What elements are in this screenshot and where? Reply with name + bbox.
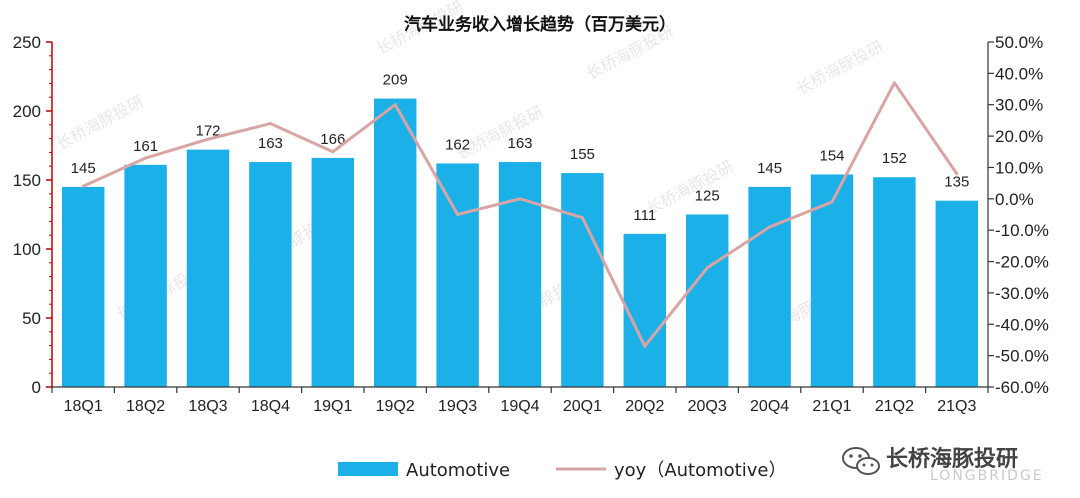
bar-data-label: 163 — [507, 135, 532, 152]
x-tick-label: 19Q1 — [313, 398, 352, 415]
yoy-point — [144, 156, 148, 160]
bar-data-label: 162 — [445, 136, 470, 153]
legend-label-automotive: Automotive — [406, 460, 510, 481]
bar — [373, 98, 417, 387]
y-right-tick-label: -20.0% — [995, 253, 1049, 272]
legend-label-yoy: yoy（Automotive） — [614, 460, 786, 481]
yoy-point — [830, 200, 834, 204]
y-left-tick-label: 200 — [13, 102, 41, 121]
bar — [249, 162, 292, 387]
x-tick-label: 21Q2 — [875, 398, 914, 415]
yoy-point — [456, 213, 460, 216]
yoy-line-series — [81, 81, 959, 348]
yoy-point — [705, 266, 709, 270]
watermark-text: 长桥海豚投研 — [793, 37, 887, 99]
bar-data-label: 125 — [695, 188, 720, 205]
x-tick-label: 19Q4 — [500, 398, 539, 415]
yoy-point — [892, 81, 896, 85]
bar-data-label: 152 — [882, 150, 907, 167]
y-right-tick-label: -50.0% — [995, 347, 1049, 366]
y-right-tick-label: 30.0% — [995, 96, 1043, 115]
bar-data-label: 154 — [819, 147, 844, 164]
bar — [810, 174, 854, 387]
brand-subtitle: LONGBRIDGE — [930, 468, 1044, 484]
legend-swatch-automotive — [338, 462, 398, 476]
yoy-point — [268, 122, 272, 126]
watermark-text: 长桥海豚投研 — [453, 102, 547, 164]
y-right-tick-label: -10.0% — [995, 221, 1049, 240]
yoy-point — [955, 172, 959, 176]
y-right-tick-label: 50.0% — [995, 33, 1043, 52]
y-right-tick-label: -60.0% — [995, 378, 1049, 397]
yoy-point — [518, 197, 522, 201]
y-left-tick-label: 150 — [13, 171, 41, 190]
yoy-point — [393, 103, 397, 107]
y-right-tick-label: -40.0% — [995, 315, 1049, 334]
bar — [748, 186, 791, 387]
y-right-tick-label: 40.0% — [995, 64, 1043, 83]
bar — [311, 157, 355, 387]
bar — [498, 162, 542, 387]
x-tick-label: 21Q1 — [812, 398, 851, 415]
y-right-tick-label: -30.0% — [995, 284, 1049, 303]
wechat-icon — [842, 447, 880, 475]
legend: Automotive yoy（Automotive） — [338, 460, 786, 481]
bar-data-label: 166 — [320, 131, 345, 148]
x-tick-label: 19Q3 — [438, 398, 477, 415]
y-right-tick-label: 10.0% — [995, 158, 1043, 177]
x-tick-label: 19Q2 — [376, 398, 415, 415]
yoy-point — [643, 344, 647, 348]
y-left-tick-label: 250 — [13, 33, 41, 52]
x-tick-label: 20Q2 — [625, 398, 664, 415]
bar — [436, 163, 479, 387]
chart-title: 汽车业务收入增长趋势（百万美元） — [404, 14, 676, 35]
x-tick-label: 20Q3 — [688, 398, 727, 415]
bar-data-label: 111 — [633, 207, 656, 224]
bar-data-label: 209 — [383, 72, 408, 89]
bar — [685, 214, 729, 387]
y-right-tick-label: 20.0% — [995, 127, 1043, 146]
watermark-text: 长桥海豚投研 — [643, 157, 737, 219]
bar — [935, 200, 979, 387]
bar-data-label: 155 — [570, 146, 595, 163]
yoy-point — [331, 150, 335, 154]
x-tick-label: 20Q4 — [750, 398, 789, 415]
y-left-tick-label: 0 — [32, 378, 41, 397]
bar-data-label: 145 — [757, 160, 782, 177]
yoy-point — [768, 225, 772, 229]
x-tick-label: 18Q2 — [126, 398, 165, 415]
bar — [124, 164, 167, 387]
x-tick-label: 18Q1 — [64, 398, 103, 415]
bar-data-label: 145 — [71, 160, 96, 177]
y-right-tick-label: 0.0% — [995, 190, 1034, 209]
x-tick-label: 18Q4 — [251, 398, 290, 415]
bar-data-label: 172 — [195, 123, 220, 140]
x-tick-label: 18Q3 — [188, 398, 227, 415]
brand-logo: 长桥海豚投研 LONGBRIDGE — [842, 446, 1044, 484]
bar-data-label: 163 — [258, 135, 283, 152]
x-tick-label: 20Q1 — [563, 398, 602, 415]
bar-data-label: 161 — [133, 138, 158, 155]
y-left-tick-label: 100 — [13, 240, 41, 259]
x-tick-label: 21Q3 — [937, 398, 976, 415]
bar — [186, 149, 230, 387]
yoy-point — [580, 216, 584, 220]
bar-data-labels: 145 161 172 163 166 209 162 163 155 111 125 145 154 1… — [71, 72, 970, 224]
y-left-tick-label: 50 — [22, 309, 41, 328]
bar — [623, 233, 667, 387]
axes: 0 50 100 150 200 250 -60.0% -50.0% -40.0% -30.0% -… — [13, 33, 1049, 415]
brand-name: 长桥海豚投研 — [886, 446, 1018, 472]
bar-series — [61, 98, 979, 387]
bar — [561, 173, 604, 387]
yoy-point — [81, 184, 85, 188]
bar — [873, 177, 916, 387]
bar-data-label: 135 — [944, 174, 969, 191]
bar — [61, 186, 105, 387]
yoy-point — [206, 137, 210, 141]
